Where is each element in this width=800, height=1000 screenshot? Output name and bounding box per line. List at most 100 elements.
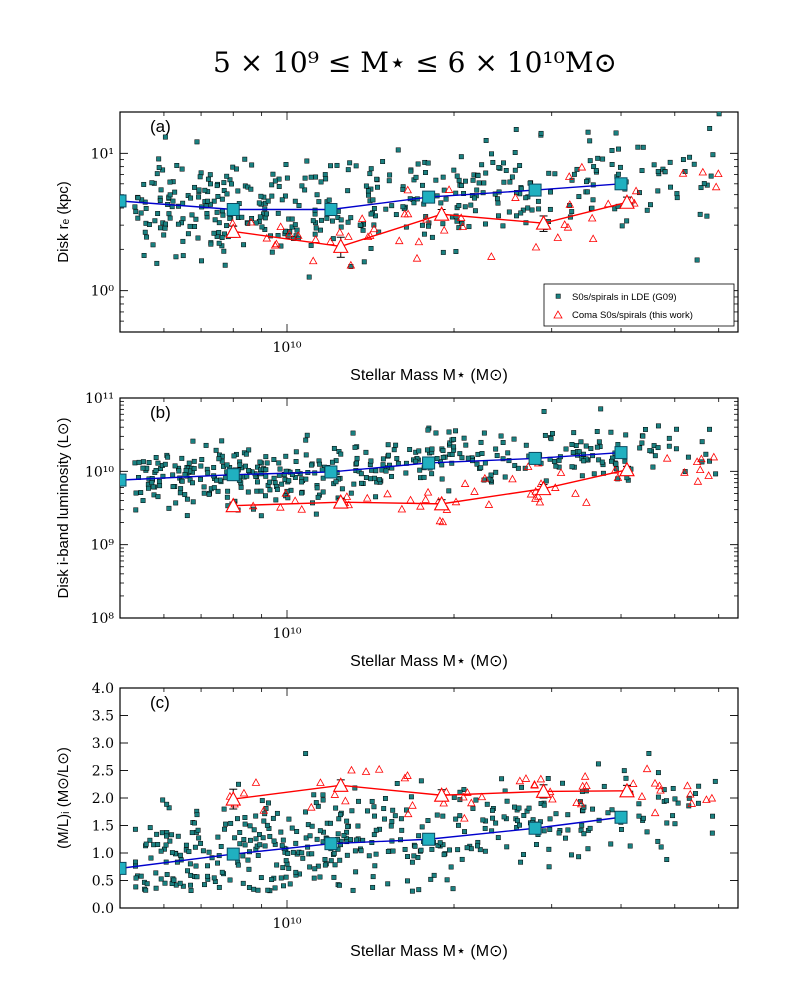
- lde-point: [166, 211, 172, 217]
- lde-point: [312, 231, 318, 237]
- lde-point: [390, 848, 396, 854]
- lde-point: [512, 167, 518, 173]
- lde-point: [652, 453, 658, 459]
- coma-point: [246, 217, 256, 226]
- coma-binned-triangle: [619, 194, 635, 209]
- lde-point: [418, 847, 424, 853]
- lde-point: [617, 164, 623, 170]
- lde-point: [156, 479, 162, 485]
- lde-point: [269, 193, 275, 199]
- lde-point: [259, 798, 265, 804]
- lde-point: [707, 458, 712, 464]
- coma-point: [650, 808, 660, 817]
- lde-point: [482, 848, 488, 854]
- lde-point: [496, 213, 501, 219]
- coma-point: [458, 222, 467, 230]
- lde-point: [133, 859, 138, 865]
- lde-point: [529, 207, 535, 213]
- lde-point: [133, 490, 139, 496]
- lde-point: [246, 447, 252, 453]
- lde-point: [211, 465, 217, 470]
- lde-point: [468, 846, 474, 852]
- lde-point: [429, 234, 435, 240]
- lde-point: [286, 865, 292, 871]
- lde-point: [348, 215, 354, 221]
- lde-point: [157, 198, 163, 204]
- lde-point: [249, 162, 255, 168]
- lde-point: [183, 468, 189, 473]
- lde-point: [451, 436, 457, 442]
- lde-point: [373, 827, 379, 833]
- coma-point: [656, 785, 665, 794]
- lde-point: [449, 452, 455, 457]
- lde-point: [431, 872, 437, 878]
- lde-point: [433, 430, 439, 436]
- lde-point: [506, 458, 512, 464]
- lde-point: [167, 215, 173, 221]
- lde-point: [221, 180, 227, 186]
- y-tick-label: 10⁸: [91, 611, 115, 627]
- lde-point: [313, 800, 319, 806]
- lde-point: [459, 183, 464, 188]
- lde-point: [523, 220, 529, 226]
- lde-point: [285, 495, 291, 501]
- lde-point: [190, 499, 196, 505]
- lde-point: [662, 169, 668, 175]
- lde-point: [621, 768, 627, 774]
- lde-point: [225, 488, 231, 494]
- lde-point: [283, 453, 289, 459]
- lde-point: [320, 489, 326, 495]
- lde-point: [269, 182, 275, 188]
- lde-point: [245, 489, 251, 495]
- lde-point: [345, 167, 351, 173]
- lde-point: [276, 460, 282, 466]
- lde-point: [322, 862, 328, 868]
- coma-point: [272, 239, 281, 248]
- lde-point: [235, 862, 241, 868]
- lde-point: [419, 824, 425, 830]
- y-axis-label: Disk i-band luminosity (L⊙): [55, 418, 72, 599]
- lde-point: [150, 484, 156, 490]
- lde-point: [255, 479, 260, 485]
- lde-point: [354, 460, 360, 466]
- lde-point: [205, 198, 211, 204]
- lde-point: [258, 488, 264, 494]
- lde-point: [647, 448, 653, 454]
- lde-point: [588, 446, 594, 452]
- lde-point: [470, 806, 476, 811]
- lde-point: [162, 880, 168, 886]
- lde-point: [344, 829, 350, 835]
- lde-point: [538, 130, 544, 136]
- lde-point: [385, 442, 391, 448]
- lde-point: [309, 851, 315, 857]
- lde-point: [295, 468, 301, 474]
- lde-point: [605, 810, 611, 816]
- lde-point: [279, 843, 285, 849]
- lde-point: [201, 490, 207, 496]
- lde-point: [513, 127, 519, 132]
- lde-point: [454, 218, 460, 224]
- lde-point: [206, 491, 212, 497]
- coma-point: [662, 453, 672, 462]
- lde-point: [326, 197, 332, 203]
- lde-binned-square: [324, 837, 338, 851]
- y-tick-label: 3.5: [92, 709, 114, 725]
- lde-point: [133, 875, 139, 881]
- lde-point: [195, 235, 201, 241]
- lde-point: [369, 798, 375, 804]
- lde-point: [411, 200, 417, 206]
- coma-point: [526, 489, 536, 498]
- y-tick-label: 10⁹: [91, 538, 115, 554]
- coma-point: [408, 800, 417, 809]
- lde-point: [365, 808, 370, 814]
- lde-point: [180, 216, 186, 222]
- lde-point: [368, 166, 374, 172]
- lde-point: [185, 868, 190, 874]
- y-tick-label: 1.0: [92, 846, 114, 862]
- lde-point: [132, 204, 138, 210]
- lde-point: [370, 197, 376, 203]
- coma-point: [341, 796, 350, 805]
- lde-point: [138, 490, 144, 495]
- lde-point: [212, 217, 218, 223]
- lde-point: [222, 262, 228, 268]
